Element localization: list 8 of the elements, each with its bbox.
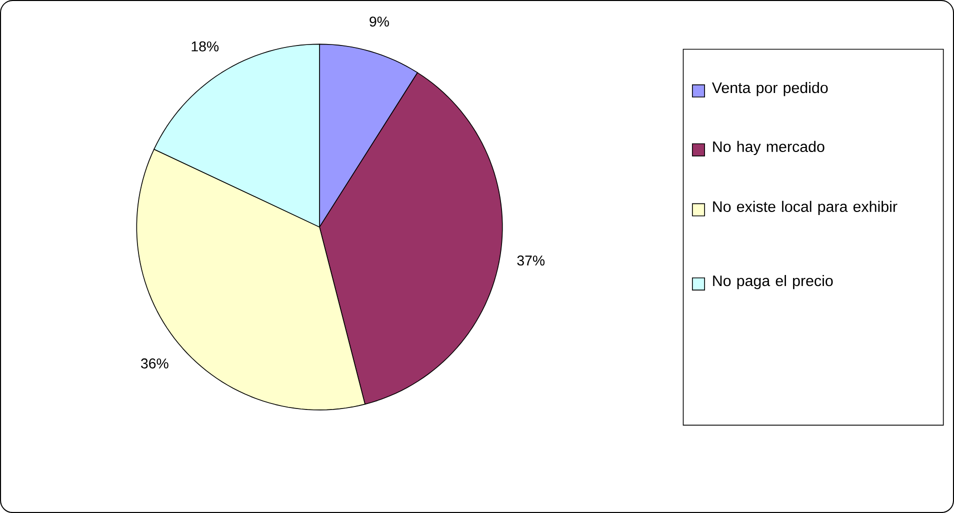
legend-label: Venta por pedido xyxy=(712,82,828,96)
data-label: 9% xyxy=(370,16,389,27)
legend-label: No existe local para exhibir xyxy=(713,200,898,215)
legend-label: No paga el precio xyxy=(713,274,833,290)
data-label: 37% xyxy=(517,255,545,266)
legend-label: No hay mercado xyxy=(713,140,824,156)
data-label: 36% xyxy=(141,358,168,368)
data-label: 18% xyxy=(192,41,219,52)
